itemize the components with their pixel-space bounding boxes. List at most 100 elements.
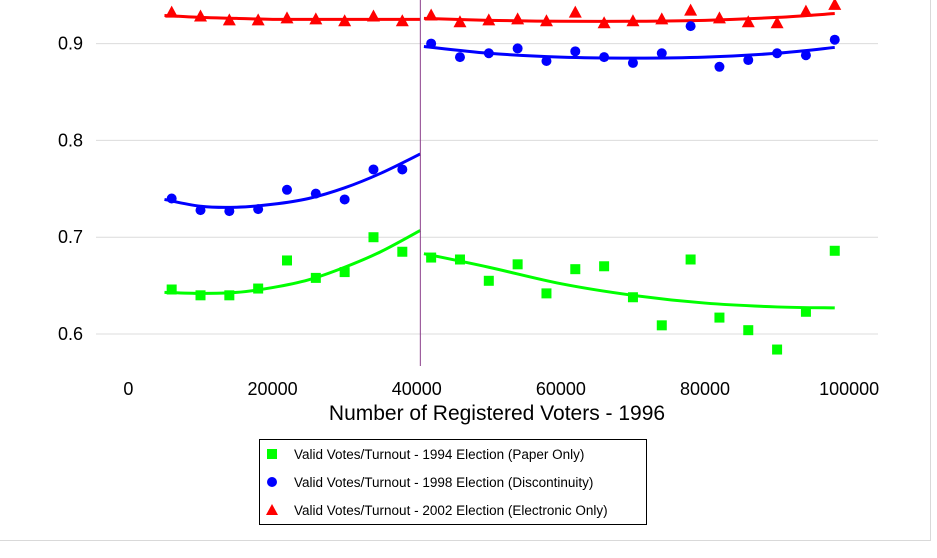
data-point-square — [772, 344, 783, 355]
data-point-square — [281, 255, 292, 266]
data-point-square — [397, 246, 408, 257]
data-point-triangle — [770, 16, 784, 29]
data-point-square — [570, 264, 581, 275]
data-point-square — [166, 284, 177, 295]
data-point-square — [368, 232, 379, 243]
data-point-triangle — [568, 5, 582, 18]
data-point-square — [253, 283, 264, 294]
x-tick-label: 20000 — [248, 379, 298, 399]
y-tick-label: 0.9 — [58, 34, 83, 54]
data-point-triangle — [539, 14, 553, 27]
blue-circle-icon — [260, 472, 294, 492]
data-point-triangle — [482, 13, 496, 26]
legend-label-1994: Valid Votes/Turnout - 1994 Election (Pap… — [294, 446, 585, 462]
data-point-square — [339, 267, 350, 278]
legend-item-2002: Valid Votes/Turnout - 2002 Election (Ele… — [260, 500, 608, 520]
data-point-circle — [310, 188, 321, 199]
data-point-circle — [454, 52, 465, 63]
legend-item-1998: Valid Votes/Turnout - 1998 Election (Dis… — [260, 472, 593, 492]
legend-label-2002: Valid Votes/Turnout - 2002 Election (Ele… — [294, 502, 608, 518]
data-point-triangle — [684, 3, 698, 16]
data-point-triangle — [626, 14, 640, 27]
data-point-triangle — [741, 15, 755, 28]
data-point-triangle — [799, 4, 813, 17]
data-point-circle — [570, 46, 581, 57]
data-point-triangle — [655, 12, 669, 25]
red-triangle-icon — [260, 500, 294, 520]
data-point-circle — [483, 48, 494, 59]
data-point-circle — [512, 43, 523, 54]
data-point-circle — [627, 57, 638, 68]
data-point-circle — [656, 48, 667, 59]
legend: Valid Votes/Turnout - 1994 Election (Pap… — [259, 439, 647, 525]
data-point-circle — [772, 48, 783, 59]
frame-right-border — [930, 0, 931, 540]
data-point-square — [829, 245, 840, 256]
y-tick-label: 0.8 — [58, 130, 83, 150]
x-axis-tick-labels: 0 20000 40000 60000 80000 100000 — [123, 379, 879, 399]
data-point-circle — [166, 193, 177, 204]
data-point-circle — [368, 164, 379, 175]
data-point-square — [685, 254, 696, 265]
fit-curves — [164, 12, 835, 310]
data-point-triangle — [338, 14, 352, 27]
data-point-circle — [685, 21, 696, 32]
data-point-square — [454, 254, 465, 265]
data-point-square — [224, 290, 235, 301]
data-point-circle — [195, 205, 206, 216]
data-point-square — [800, 306, 811, 317]
data-point-square — [627, 292, 638, 303]
data-point-triangle — [597, 16, 611, 29]
x-axis-title: Number of Registered Voters - 1996 — [329, 402, 665, 425]
legend-label-1998: Valid Votes/Turnout - 1998 Election (Dis… — [294, 474, 594, 490]
data-point-square — [195, 290, 206, 301]
data-point-triangle — [309, 12, 323, 25]
fit-line-left-series-1 — [164, 152, 421, 209]
data-point-triangle — [194, 9, 208, 22]
data-point-triangle — [395, 14, 409, 27]
data-points — [165, 0, 842, 355]
green-square-icon — [260, 444, 294, 464]
data-point-circle — [599, 52, 610, 63]
data-point-circle — [339, 194, 350, 205]
data-point-circle — [714, 61, 725, 72]
data-point-triangle — [511, 12, 525, 25]
data-point-triangle — [712, 11, 726, 24]
data-point-square — [310, 272, 321, 283]
data-point-square — [714, 312, 725, 323]
data-point-circle — [541, 56, 552, 66]
legend-item-1994: Valid Votes/Turnout - 1994 Election (Pap… — [260, 444, 584, 464]
data-point-circle — [253, 204, 264, 215]
frame-bottom-border — [0, 540, 931, 541]
data-point-circle — [397, 164, 408, 175]
y-tick-label: 0.6 — [58, 324, 83, 344]
x-tick-label: 40000 — [392, 379, 442, 399]
gridlines — [96, 43, 878, 335]
y-tick-label: 0.7 — [58, 227, 83, 247]
data-point-square — [599, 261, 610, 272]
x-tick-label: 80000 — [680, 379, 730, 399]
data-point-triangle — [165, 5, 179, 18]
data-point-triangle — [366, 9, 380, 22]
fit-line-left-series-0 — [164, 229, 422, 295]
data-point-triangle — [453, 15, 467, 28]
data-point-triangle — [828, 0, 842, 10]
data-point-circle — [426, 38, 437, 49]
data-point-triangle — [251, 13, 265, 26]
data-point-square — [483, 275, 494, 286]
data-point-square — [656, 320, 667, 331]
data-point-circle — [224, 206, 235, 217]
data-point-triangle — [424, 8, 438, 21]
x-tick-label: 60000 — [536, 379, 586, 399]
data-point-circle — [743, 55, 754, 66]
data-point-circle — [281, 184, 292, 195]
data-point-circle — [829, 34, 840, 45]
data-point-square — [541, 288, 552, 299]
x-tick-label: 100000 — [819, 379, 879, 399]
data-point-square — [426, 252, 437, 263]
data-point-triangle — [222, 13, 236, 26]
data-point-square — [512, 259, 523, 270]
data-point-square — [743, 325, 754, 336]
